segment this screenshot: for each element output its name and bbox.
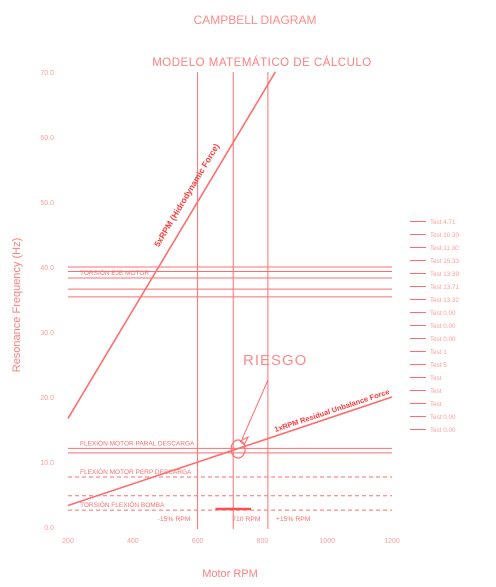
legend-label: Test 13.71	[430, 284, 460, 291]
legend-label: Test 0.00	[430, 310, 456, 317]
y-axis-label: Resonance Frequency (Hz)	[11, 238, 23, 373]
legend-label: Test	[430, 401, 442, 408]
x-tick-label: 1200	[384, 538, 400, 545]
legend-label: Test 13.39	[430, 271, 460, 278]
chart-subtitle: MODELO MATEMÁTICO DE CÁLCULO	[152, 56, 372, 69]
mode-label: FLEXIÓN MOTOR PARAL DESCARGA	[80, 438, 195, 447]
chart-title: CAMPBELL DIAGRAM	[194, 13, 317, 27]
series-line	[67, 71, 277, 419]
y-tick-label: 40.0	[40, 265, 54, 272]
risk-arrow	[241, 379, 269, 440]
legend-label: Test	[430, 375, 442, 382]
legend-label: Test 4.71	[430, 219, 456, 226]
x-tick-label: 1000	[319, 538, 335, 545]
legend-label: Test 5	[430, 362, 447, 369]
legend-label: Test 0.00	[430, 414, 456, 421]
mode-label: FLEXIÓN MOTOR PERP DESCARGA	[80, 467, 192, 476]
y-tick-label: 30.0	[40, 330, 54, 337]
y-tick-label: 70.0	[40, 70, 54, 77]
risk-arrowhead	[239, 435, 250, 446]
series-line	[67, 396, 393, 507]
legend-label: Test 0.00	[430, 336, 456, 343]
y-tick-label: 10.0	[40, 460, 54, 467]
series-label: 1xRPM Residual Unbalance Force	[273, 387, 390, 434]
mode-label: TORSIÓN EJE MOTOR	[80, 268, 149, 277]
y-tick-label: 20.0	[40, 395, 54, 402]
mode-label: TORSIÓN FLEXIÓN BOMBA	[80, 500, 165, 509]
legend-label: Test 10.30	[430, 232, 460, 239]
y-tick-label: 0.0	[44, 525, 54, 532]
legend-label: Test 0.00	[430, 323, 456, 330]
risk-circle	[230, 439, 246, 459]
risk-label: RIESGO	[243, 352, 307, 369]
y-tick-label: 50.0	[40, 200, 54, 207]
legend-label: Test 0.00	[430, 427, 456, 434]
series-label: 5xRPM (Hidrodynamic Force)	[152, 142, 222, 249]
legend-label: Test 11.30	[430, 245, 459, 252]
legend-label: Test 13.32	[430, 297, 460, 304]
rpm-label: 710 RPM	[232, 516, 261, 523]
x-axis-label: Motor RPM	[202, 568, 258, 580]
x-tick-label: 600	[192, 538, 204, 545]
legend-label: Test 15.33	[430, 258, 460, 265]
x-tick-label: 200	[62, 538, 74, 545]
rpm-label: -15% RPM	[158, 516, 191, 523]
x-tick-label: 800	[257, 538, 269, 545]
legend-label: Test	[430, 388, 442, 395]
rpm-label: +15% RPM	[276, 516, 311, 523]
x-tick-label: 400	[127, 538, 139, 545]
legend-label: Test 1	[430, 349, 447, 356]
y-tick-label: 60.0	[40, 135, 54, 142]
